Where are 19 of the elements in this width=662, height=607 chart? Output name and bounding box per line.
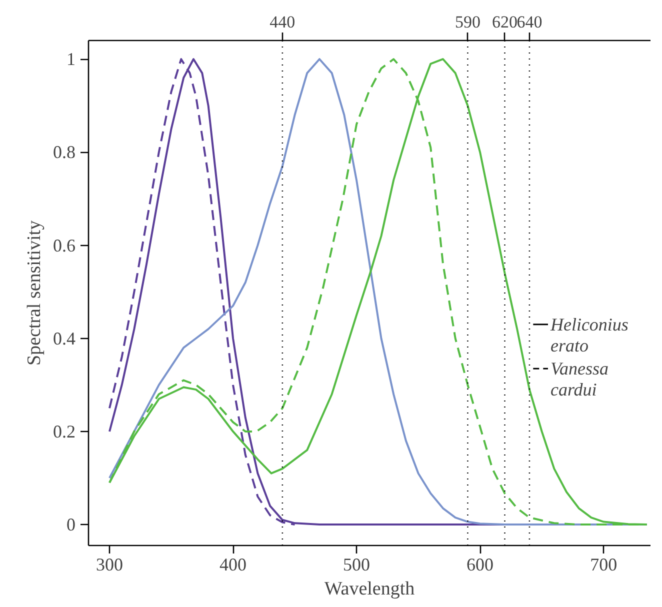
y-tick-label: 1 <box>66 49 76 70</box>
y-axis-title: Spectral sensitivity <box>24 220 45 366</box>
x-tick-label: 500 <box>343 554 370 574</box>
x2-tick-label: 590 <box>454 12 480 32</box>
y-tick-label: 0.8 <box>53 142 76 162</box>
y-tick-label: 0 <box>66 514 76 535</box>
y-tick-label: 0.6 <box>53 235 76 256</box>
annotation: Vanessa cardui <box>550 358 608 400</box>
y-tick-label: 0.4 <box>53 328 76 348</box>
x-tick-label: 300 <box>96 554 123 574</box>
y-tick-label: 0.2 <box>53 421 76 442</box>
x-tick-label: 400 <box>220 554 247 574</box>
x2-tick-label: 640 <box>516 12 542 32</box>
x2-tick-label: 620 <box>492 12 518 32</box>
x-axis-title: Wavelength <box>324 578 416 600</box>
x-tick-label: 700 <box>590 554 618 574</box>
annotation: Heliconius erato <box>549 314 628 356</box>
x2-tick-label: 440 <box>270 12 296 32</box>
x-tick-label: 600 <box>466 554 494 574</box>
